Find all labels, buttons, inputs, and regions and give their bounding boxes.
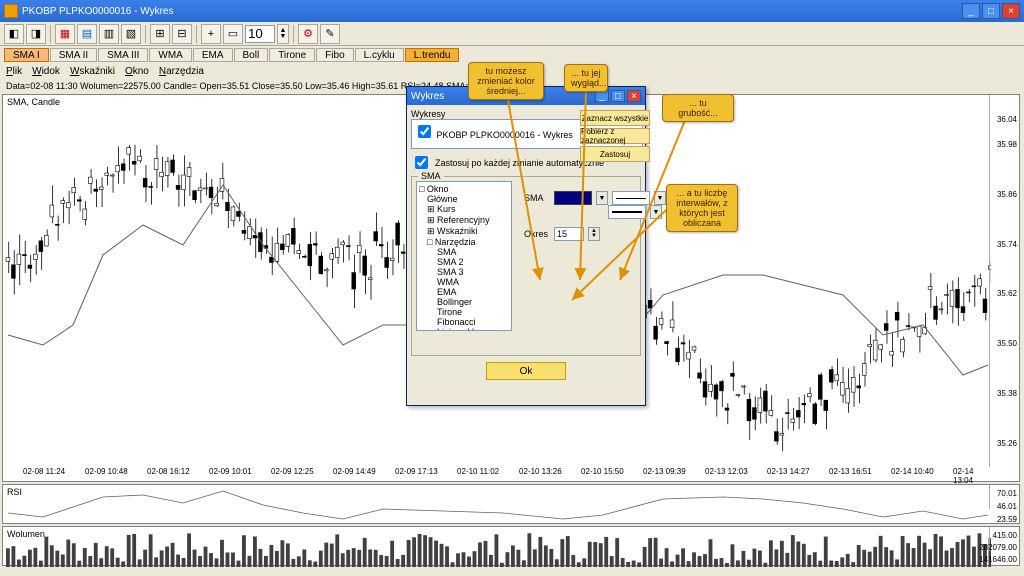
sma-line-width[interactable]: [608, 205, 646, 219]
sma-line-style[interactable]: [612, 191, 650, 205]
toolbar-number-input[interactable]: [245, 25, 275, 43]
x-axis: 02-08 11:2402-09 10:4802-08 16:1202-09 1…: [3, 467, 989, 481]
dialog-list-item: PKOBP PLPKO0000016 - Wykres: [437, 130, 573, 140]
menu-Wskaźniki[interactable]: Wskaźniki: [70, 66, 115, 78]
tool-icon-1[interactable]: ◧: [4, 24, 24, 44]
indicator-tab-SMAI[interactable]: SMA I: [4, 48, 49, 62]
window-titlebar: PKOBP PLPKO0000016 - Wykres _ □ ×: [0, 0, 1024, 22]
color-dropdown-arrow[interactable]: ▼: [596, 191, 608, 205]
volume-panel: Wolumen 141646.00282079.00415.00: [2, 526, 1020, 566]
ok-button[interactable]: Ok: [486, 362, 566, 380]
side-button-Zastosuj[interactable]: Zastosuj: [580, 146, 650, 162]
tool-icon-8[interactable]: ⊟: [172, 24, 192, 44]
tool-icon-3[interactable]: ▦: [55, 24, 75, 44]
menu-Plik[interactable]: Plik: [6, 66, 22, 78]
dialog-list-checkbox[interactable]: [418, 125, 431, 138]
indicator-tab-Fibo[interactable]: Fibo: [316, 48, 353, 62]
menu-Okno[interactable]: Okno: [125, 66, 149, 78]
indicator-tab-Boll[interactable]: Boll: [234, 48, 269, 62]
menu-Widok[interactable]: Widok: [32, 66, 60, 78]
minimize-button[interactable]: _: [962, 3, 980, 19]
dialog-side-buttons: Zaznacz wszystkie Pobierz z zaznaczonej Za…: [580, 110, 650, 162]
indicator-tab-SMAIII[interactable]: SMA III: [98, 48, 148, 62]
okres-input[interactable]: [554, 227, 584, 241]
tool-icon-12[interactable]: ✎: [320, 24, 340, 44]
callout-style: ... tu jejwygląd...: [564, 64, 608, 92]
settings-tree[interactable]: □ Okno Główne⊞ Kurs⊞ Referencyjny⊞ Wskaź…: [416, 181, 512, 331]
style-dropdown-arrow[interactable]: ▼: [654, 191, 666, 205]
app-icon: [4, 4, 18, 18]
dialog-title: Wykres: [411, 91, 444, 102]
indicator-tab-EMA[interactable]: EMA: [193, 48, 233, 62]
callout-period: ... a tu liczbęinterwałów, zktórych jest…: [666, 184, 738, 232]
close-button[interactable]: ×: [1002, 3, 1020, 19]
tool-icon-11[interactable]: ⚙: [298, 24, 318, 44]
tool-icon-7[interactable]: ⊞: [150, 24, 170, 44]
tool-icon-2[interactable]: ◨: [26, 24, 46, 44]
toolbar-stepper[interactable]: ▲▼: [277, 24, 289, 44]
tool-icon-6[interactable]: ▧: [121, 24, 141, 44]
menu-Narzędzia[interactable]: Narzędzia: [159, 66, 204, 78]
callout-width: ... tu grubość...: [662, 94, 734, 122]
indicator-tab-Ltrendu[interactable]: L.trendu: [405, 48, 460, 62]
okres-spinner[interactable]: ▲▼: [588, 227, 600, 241]
indicator-tab-SMAII[interactable]: SMA II: [50, 48, 97, 62]
rsi-chart: [3, 485, 991, 525]
volume-y-axis: 141646.00282079.00415.00: [989, 527, 1019, 551]
indicator-tab-WMA[interactable]: WMA: [149, 48, 191, 62]
auto-apply-label: Zastosuj po każdej zmianie automatycznie: [435, 158, 604, 168]
sma-row-label: SMA: [524, 193, 550, 203]
sma-color-picker[interactable]: [554, 191, 592, 205]
indicator-tab-Lcyklu[interactable]: L.cyklu: [355, 48, 404, 62]
window-title: PKOBP PLPKO0000016 - Wykres: [22, 6, 173, 17]
okres-label: Okres: [524, 229, 550, 239]
callout-color: tu możeszzmieniać kolorśredniej...: [468, 62, 544, 100]
dialog-close-button[interactable]: ×: [627, 90, 641, 102]
tool-icon-4[interactable]: ▤: [77, 24, 97, 44]
tool-icon-9[interactable]: +: [201, 24, 221, 44]
dialog-group-title: SMA: [418, 171, 444, 181]
tool-icon-5[interactable]: ▥: [99, 24, 119, 44]
volume-chart: [3, 527, 991, 567]
width-dropdown-arrow[interactable]: ▼: [650, 205, 662, 219]
indicator-tab-Tirone[interactable]: Tirone: [269, 48, 315, 62]
main-toolbar: ◧ ◨ ▦ ▤ ▥ ▧ ⊞ ⊟ + ▭ ▲▼ ⚙ ✎: [0, 22, 1024, 46]
tool-icon-10[interactable]: ▭: [223, 24, 243, 44]
dialog-max-button[interactable]: □: [611, 90, 625, 102]
rsi-y-axis: 23.5946.0170.01: [989, 485, 1019, 509]
auto-apply-checkbox[interactable]: [415, 156, 428, 169]
side-button-Pobierzzzaznaczonej[interactable]: Pobierz z zaznaczonej: [580, 128, 650, 144]
rsi-panel: RSI 23.5946.0170.01: [2, 484, 1020, 524]
side-button-Zaznaczwszystkie[interactable]: Zaznacz wszystkie: [580, 110, 650, 126]
maximize-button[interactable]: □: [982, 3, 1000, 19]
y-axis: 35.2635.3835.5035.6235.7435.8635.9836.04: [989, 95, 1019, 467]
